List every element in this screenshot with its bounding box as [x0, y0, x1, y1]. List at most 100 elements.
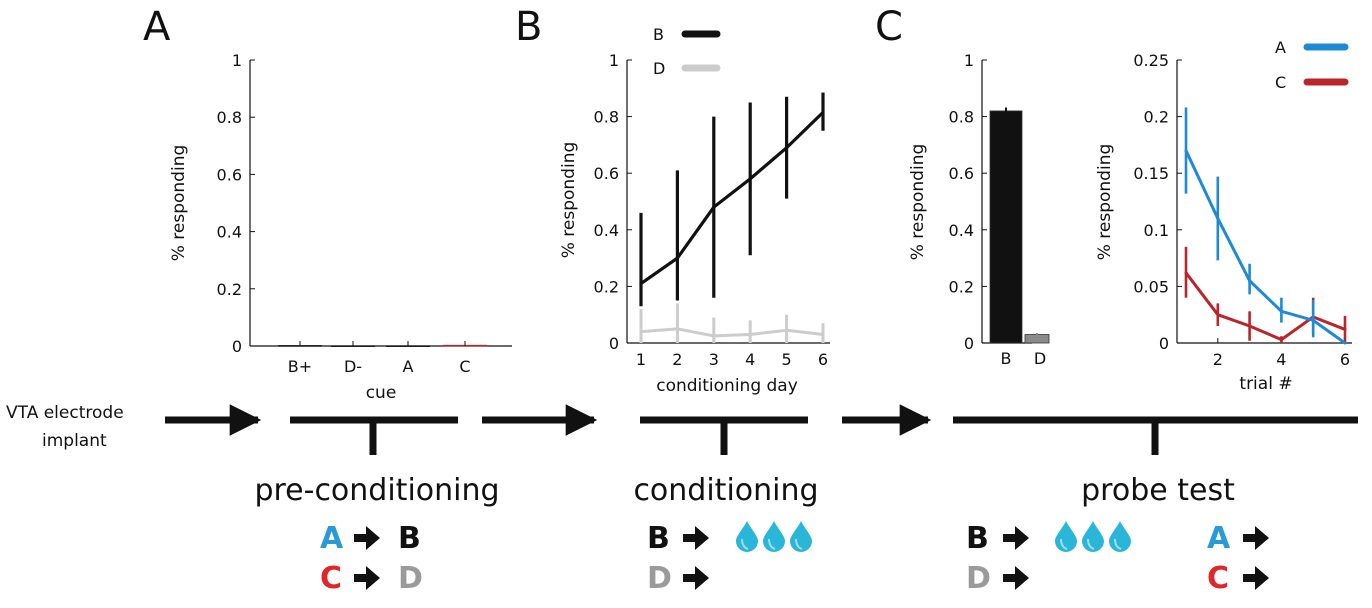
chart-c-trial-x-tick-label: 2 [1213, 350, 1223, 369]
implant-label-line2: implant [42, 431, 107, 451]
chart-a-y-axis: 0 0.2 0.4 0.6 0.8 1 [217, 51, 255, 356]
chart-b-y-tick-label: 0.8 [594, 108, 619, 127]
panel-letter-a: A [143, 4, 171, 50]
phase-label-probe: probe test [1081, 473, 1235, 508]
chart-c-trial-y-tick-label: 0.05 [1133, 277, 1169, 296]
chart-b-y-tick-label: 0.6 [594, 164, 619, 183]
chart-b-y-tick-label: 0.2 [594, 277, 619, 296]
phase-label-pre: pre-conditioning [254, 473, 499, 508]
water-drop-icon [736, 521, 758, 552]
chart-b-legend-label: D [653, 59, 665, 78]
cue-arrow-icon [1003, 566, 1029, 590]
chart-c-trial-y-axis: 0 0.05 0.1 0.15 0.2 0.25 [1133, 51, 1182, 353]
chart-b-point-B [675, 256, 680, 260]
chart-a-x-tick-label: B+ [288, 357, 312, 376]
water-drop-icon [1109, 521, 1131, 552]
chart-b-y-tick-label: 1 [609, 51, 619, 70]
chart-c-trial-x-label: trial # [1239, 374, 1292, 394]
chart-b-point-D [748, 332, 752, 337]
panel-letter-c: C [875, 4, 903, 50]
chart-c-trial-y-tick-label: 0.25 [1133, 51, 1169, 70]
chart-b-x-tick-label: 4 [745, 350, 755, 369]
chart-a-bar [386, 345, 430, 347]
chart-c-bar-y-tick-label: 0.4 [949, 221, 974, 240]
chart-c-trial-y-tick-label: 0.2 [1144, 108, 1169, 127]
cue-arrow-icon [683, 566, 709, 590]
chart-c-trial-point-A [1248, 279, 1252, 283]
phase-label-cond: conditioning [633, 473, 818, 508]
chart-b-point-B [785, 146, 789, 150]
cue-letter-C: C [1207, 561, 1229, 596]
chart-a-y-tick-label: 1 [232, 51, 242, 70]
cue-letter-A: A [1207, 521, 1231, 556]
water-drop-shine [1060, 538, 1068, 550]
cue-arrow-icon [354, 526, 380, 550]
chart-b-legend-label: B [653, 25, 664, 44]
chart-c-trial: 0 0.05 0.1 0.15 0.2 0.25 2 4 6 trial # % respondin… [1095, 38, 1352, 394]
chart-c-trial-point-A [1279, 309, 1283, 313]
cue-arrow-icon [683, 526, 709, 550]
chart-c-trial-series-C [1184, 271, 1346, 342]
chart-a-y-tick-label: 0.2 [217, 280, 242, 299]
chart-b-point-D [639, 330, 643, 334]
chart-b-point-D [821, 332, 825, 337]
chart-c-trial-y-tick-label: 0.15 [1133, 164, 1169, 183]
chart-b-point-B [712, 205, 716, 209]
chart-c-trial-point-C [1248, 324, 1252, 328]
chart-b-y-axis: 0 0.2 0.4 0.6 0.8 1 [594, 51, 632, 353]
chart-b-y-tick-label: 0.4 [594, 221, 619, 240]
chart-c-trial-point-C [1216, 313, 1220, 317]
chart-a-y-tick-label: 0.6 [217, 165, 242, 184]
chart-c-trial-point-C [1184, 271, 1188, 275]
chart-b: 0 0.2 0.4 0.6 0.8 1 1 2 3 4 5 6 conditioning day % re… [559, 25, 830, 396]
chart-c-trial-point-C [1343, 327, 1347, 331]
chart-b-legend: BD [653, 25, 721, 78]
water-drop-shine [1114, 538, 1122, 550]
chart-b-y-label: % responding [559, 142, 579, 259]
cue-letter-B: B [966, 521, 989, 556]
chart-c-trial-legend-label: A [1275, 38, 1286, 57]
water-drop-icon [1055, 521, 1077, 552]
chart-c-bar-y-axis: 0 0.2 0.4 0.6 0.8 1 [949, 51, 987, 353]
chart-b-x-label: conditioning day [656, 376, 798, 396]
chart-b-series-B [640, 111, 825, 285]
cue-letter-D: D [647, 561, 672, 596]
chart-b-x-tick-label: 3 [709, 350, 719, 369]
chart-a-y-tick-label: 0.8 [217, 108, 242, 127]
water-drop-icon [790, 521, 812, 552]
cue-letter-A: A [320, 521, 344, 556]
chart-c-bar-bar [989, 110, 1023, 344]
chart-b-point-B [639, 281, 643, 286]
chart-b-point-B [748, 177, 752, 181]
chart-c-trial-point-C [1279, 338, 1283, 342]
water-drop-icon [763, 521, 785, 552]
water-drop-icon [1082, 521, 1104, 552]
chart-b-x-tick-label: 5 [782, 350, 792, 369]
panel-letter-b: B [515, 4, 542, 50]
chart-c-trial-legend-label: C [1275, 73, 1286, 92]
chart-b-series-D [640, 327, 824, 338]
chart-c-trial-series-A [1184, 149, 1346, 345]
chart-c-bar-y-tick-label: 0.2 [949, 277, 974, 296]
chart-c-trial-legend: AC [1275, 38, 1349, 92]
chart-b-point-D [712, 334, 716, 338]
water-drop-shine [795, 538, 803, 550]
cue-letter-D: D [398, 561, 423, 596]
chart-c-trial-point-A [1311, 318, 1315, 322]
chart-b-x-tick-label: 6 [818, 350, 828, 369]
chart-c-bar-y-tick-label: 0.8 [949, 108, 974, 127]
chart-b-point-B [821, 110, 825, 114]
chart-c-bar-x-tick-label: D [1034, 349, 1046, 368]
chart-c-bar-y-label: % responding [908, 144, 928, 261]
chart-b-y-tick-label: 0 [609, 334, 619, 353]
chart-a-x-tick-label: A [403, 357, 414, 376]
chart-c-trial-x-tick-label: 4 [1276, 350, 1286, 369]
chart-a-y-label: % responding [169, 145, 189, 262]
chart-c-trial-y-label: % responding [1095, 144, 1115, 261]
chart-a-x-tick-label: D- [344, 357, 362, 376]
chart-c-trial-y-tick-label: 0.1 [1144, 221, 1169, 240]
chart-a-y-tick-label: 0.4 [217, 223, 242, 242]
